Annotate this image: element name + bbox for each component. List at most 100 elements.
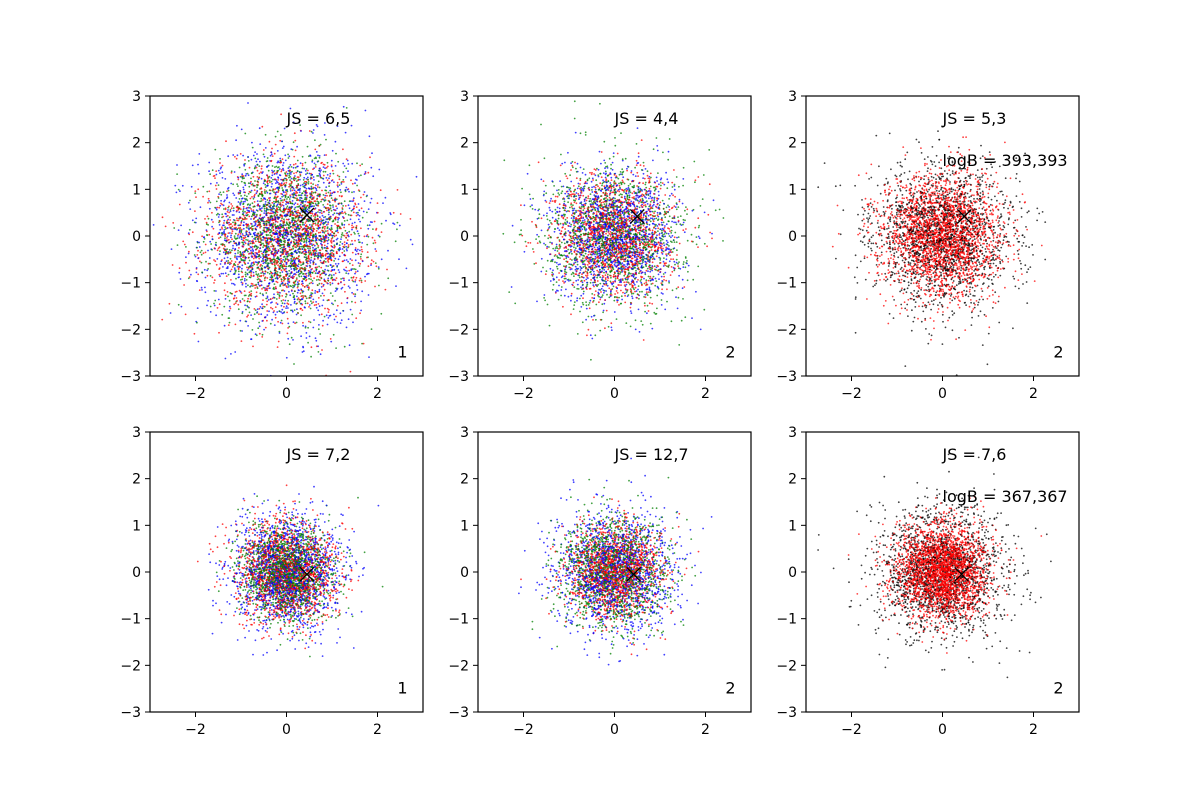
scatter-point [297,269,300,272]
scatter-point [301,205,304,208]
scatter-point [296,295,298,298]
scatter-point [247,227,250,230]
scatter-point [328,253,331,256]
scatter-point [528,164,531,167]
scatter-point [316,227,319,230]
scatter-point [659,201,662,204]
scatter-point [244,218,246,221]
scatter-point [310,198,313,201]
scatter-point [315,237,317,240]
scatter-point [274,201,277,203]
scatter-point [265,231,267,233]
scatter-point [266,157,269,159]
scatter-point [302,272,305,275]
scatter-point [234,256,236,259]
scatter-point [266,204,269,206]
scatter-point [300,314,302,317]
scatter-point [241,217,244,220]
scatter-point [332,250,335,252]
scatter-point [176,164,178,166]
scatter-point [322,181,325,184]
scatter-point [279,157,282,160]
scatter-point [212,221,214,223]
scatter-point [262,299,264,301]
scatter-point [334,299,336,302]
scatter-point [281,233,284,236]
scatter-point [226,227,229,229]
scatter-point [362,193,365,196]
scatter-point [250,290,253,292]
scatter-point [239,153,242,155]
scatter-point [321,244,323,247]
scatter-point [349,370,352,373]
scatter-point [260,280,262,283]
scatter-point [243,259,245,261]
scatter-point [270,302,272,304]
scatter-point [301,248,304,251]
scatter-point [248,231,251,234]
scatter-point [197,273,200,276]
scatter-point [245,226,248,229]
scatter-point [409,218,412,220]
scatter-point [259,292,262,295]
scatter-point [216,206,219,209]
scatter-point [322,261,325,264]
scatter-point [341,242,344,245]
scatter-point [318,290,321,293]
scatter-point [266,248,269,250]
scatter-point [344,212,347,215]
scatter-point [354,301,357,304]
scatter-point [331,282,334,285]
scatter-point [241,311,244,313]
scatter-point [656,145,659,147]
scatter-point [325,224,328,226]
scatter-point [375,250,378,253]
scatter-point [377,267,380,270]
scatter-point [302,321,304,324]
scatter-point [323,199,325,201]
scatter-point [320,218,322,221]
scatter-point [370,264,372,266]
scatter-point [270,212,272,215]
scatter-point [279,226,282,228]
scatter-point [259,234,262,237]
scatter-point [323,221,325,224]
scatter-point [347,318,350,321]
scatter-point [202,195,205,198]
scatter-point [296,159,299,162]
scatter-point [280,230,283,233]
scatter-point [299,212,301,215]
scatter-point [347,170,349,173]
scatter-point [259,224,261,227]
scatter-point [278,231,281,234]
scatter-point [263,279,266,282]
scatter-point [261,219,264,222]
scatter-point [380,231,383,234]
scatter-point [308,304,311,306]
scatter-point [283,250,286,253]
scatter-point [289,107,292,110]
scatter-point [197,340,200,343]
scatter-point [262,294,265,297]
scatter-point [277,160,279,163]
scatter-point [318,186,321,189]
scatter-point [199,260,201,263]
scatter-point [313,257,316,260]
scatter-point [323,231,326,234]
scatter-point [293,281,295,284]
scatter-point [328,211,330,214]
scatter-point [238,247,240,249]
scatter-point [242,154,245,157]
scatter-point [360,258,362,260]
scatter-point [305,279,307,282]
scatter-point [304,245,307,248]
scatter-point [279,139,282,142]
scatter-point [317,220,320,223]
scatter-point [334,223,336,225]
scatter-point [242,209,245,211]
scatter-point [326,227,329,230]
scatter-point [299,233,302,236]
scatter-point [252,345,254,348]
scatter-point [309,196,312,199]
scatter-point [269,322,272,325]
